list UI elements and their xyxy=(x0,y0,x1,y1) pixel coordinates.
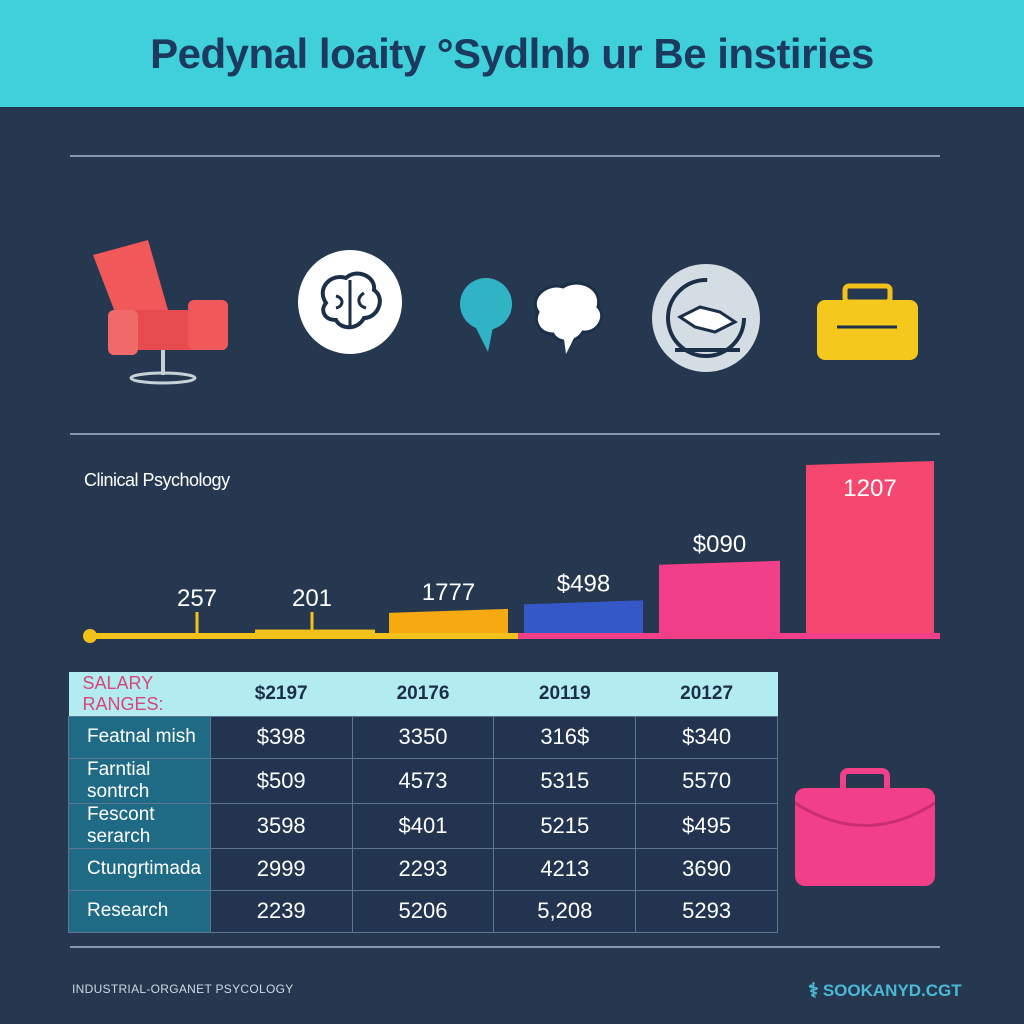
handshake-circle-icon xyxy=(652,264,760,372)
table-cell: 5,208 xyxy=(493,889,637,933)
brain-circle-icon xyxy=(298,250,402,354)
table-cell: 4573 xyxy=(351,757,495,804)
table-cell: $509 xyxy=(209,757,353,804)
table-cell: 5570 xyxy=(635,757,778,804)
divider xyxy=(70,155,940,157)
bar xyxy=(255,629,375,633)
bar-value-label: 257 xyxy=(177,585,217,612)
table-row: Research 2239 5206 5,208 5293 xyxy=(68,889,778,933)
table-column-header: $2197 xyxy=(210,672,353,716)
table-cell: 5206 xyxy=(351,889,495,933)
speech-bubble-brain-icon xyxy=(460,278,604,354)
chart-title: Clinical Psychology xyxy=(84,470,230,490)
footer-caption: INDUSTRIAL-ORGANET PSYCOLOGY xyxy=(72,982,294,996)
bar xyxy=(806,461,934,633)
table-column-header: 20119 xyxy=(493,672,636,716)
bar-value-label: $090 xyxy=(693,531,746,558)
table-cell: $495 xyxy=(635,802,778,849)
row-label: Fescont serarch xyxy=(68,802,211,849)
armchair-icon xyxy=(93,240,228,385)
page-title: Pedynal loaity °Sydlnb ur Be instiries xyxy=(150,29,874,77)
table-cell: $398 xyxy=(209,715,353,759)
bar-value-label: $498 xyxy=(557,570,610,597)
divider xyxy=(70,433,940,435)
table-cell: 4213 xyxy=(493,847,637,891)
table-column-header: 20127 xyxy=(635,672,778,716)
table-cell: $401 xyxy=(351,802,495,849)
bar xyxy=(659,560,780,633)
table-cell: 316$ xyxy=(493,715,637,759)
bar-value-label: 201 xyxy=(292,585,332,612)
table-cell: $340 xyxy=(635,715,778,759)
table-column-header: 20176 xyxy=(352,672,494,716)
logo-icon: ⚕ xyxy=(808,980,819,1002)
table-cell: 3598 xyxy=(209,802,353,849)
bar xyxy=(389,608,508,633)
table-cell: 2999 xyxy=(209,847,353,891)
table-cell: 5293 xyxy=(635,889,778,933)
table-cell: 3690 xyxy=(635,847,778,891)
table-row: Farntial sontrch $509 4573 5315 5570 xyxy=(68,757,778,804)
divider xyxy=(70,946,940,948)
table-cell: 3350 xyxy=(351,715,495,759)
briefcase-icon xyxy=(817,283,918,360)
footer-brand[interactable]: ⚕ SOOKANYD.CGT xyxy=(808,978,962,1003)
table-row: Ctungrtimada 2999 2293 4213 3690 xyxy=(68,847,778,891)
table-cell: 2293 xyxy=(351,847,495,891)
row-label: Ctungrtimada xyxy=(68,847,211,891)
axis-start-dot xyxy=(83,629,97,643)
table-cell: 2239 xyxy=(209,889,353,933)
bar xyxy=(524,600,643,633)
row-label: Research xyxy=(68,889,211,933)
brand-name: SOOKANYD.CGT xyxy=(822,980,962,1000)
table-cell: 5215 xyxy=(493,802,637,849)
pink-briefcase-icon xyxy=(795,768,935,886)
bar-value-label: 1207 xyxy=(843,475,896,502)
header-banner: Pedynal loaity °Sydlnb ur Be instiries xyxy=(0,0,1024,107)
bar-value-label: 1777 xyxy=(422,579,475,606)
row-label: Farntial sontrch xyxy=(68,757,211,804)
table-row: Fescont serarch 3598 $401 5215 $495 xyxy=(68,802,778,849)
salary-table: SALARY RANGES: $2197 20176 20119 20127 Featn… xyxy=(68,672,778,933)
row-label: Featnal mish xyxy=(68,715,211,759)
table-header-label: SALARY RANGES: xyxy=(68,672,211,716)
bar-chart: 257 201 1777 $498 $090 1207 xyxy=(83,461,940,643)
table-cell: 5315 xyxy=(493,757,637,804)
table-row: Featnal mish $398 3350 316$ $340 xyxy=(68,715,778,759)
